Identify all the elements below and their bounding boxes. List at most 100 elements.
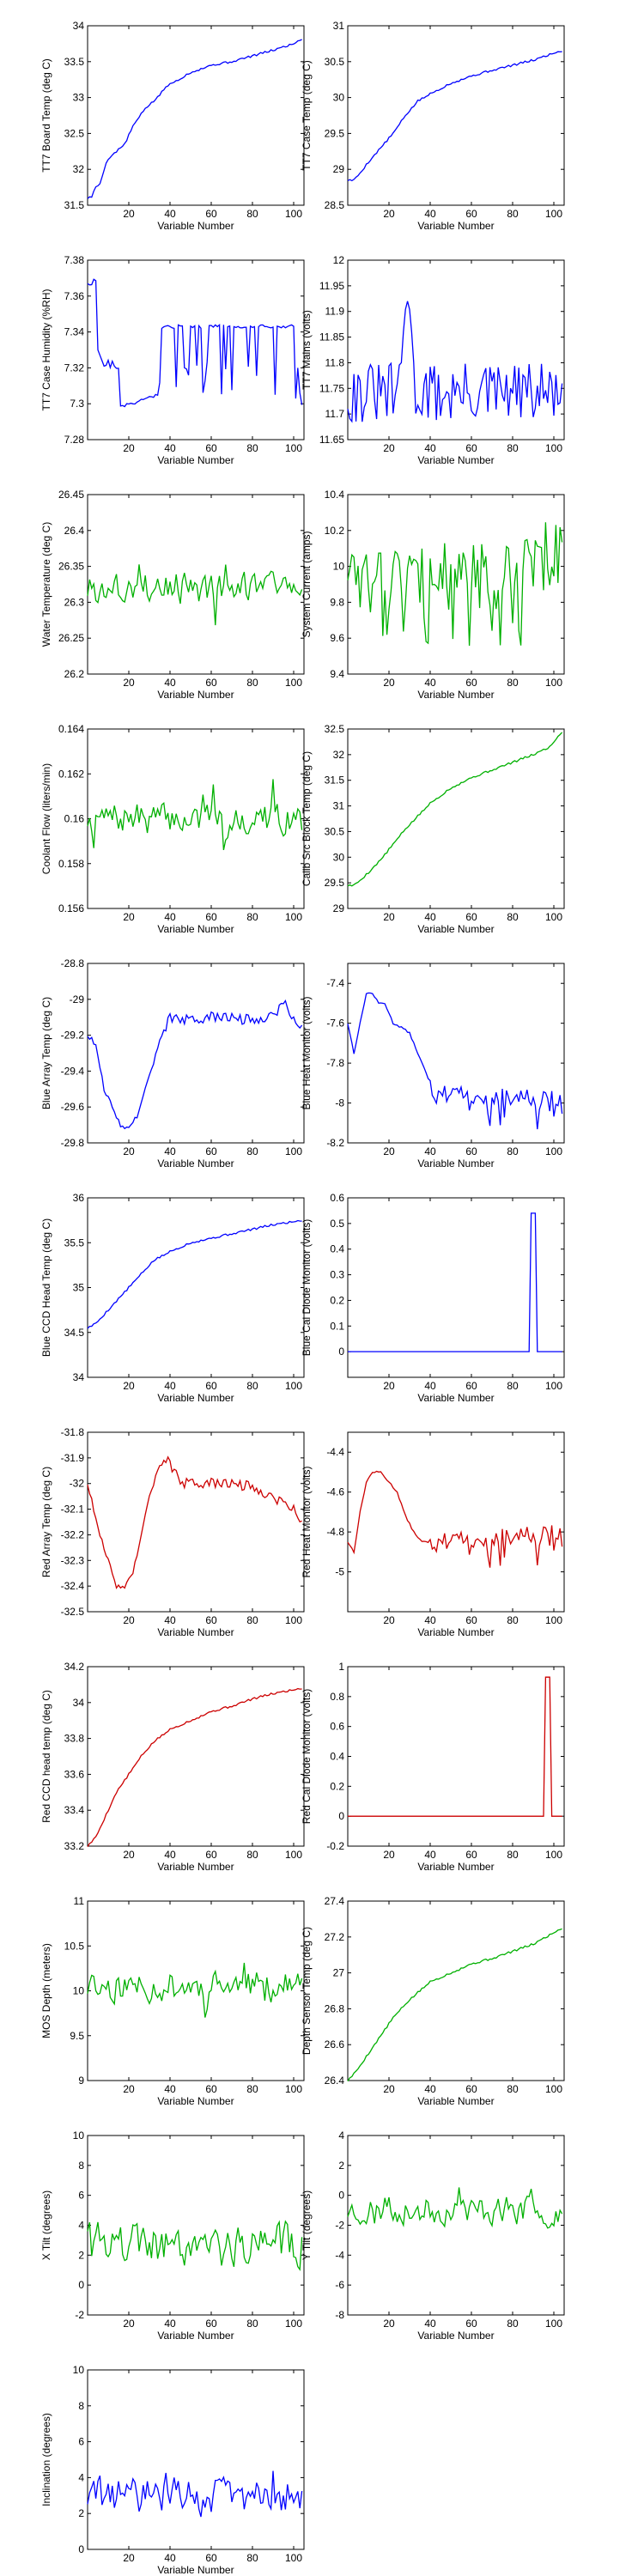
- x-tick-label: 20: [123, 2552, 135, 2564]
- y-tick-label: -8: [335, 1097, 344, 1109]
- x-tick-label: 40: [424, 208, 436, 220]
- x-tick-label: 80: [246, 208, 258, 220]
- y-axis-label: TT7 Board Temp (deg C): [40, 58, 52, 173]
- y-tick-label: 7.34: [64, 326, 85, 338]
- x-tick-label: 60: [465, 208, 477, 220]
- x-tick-label: 80: [246, 1380, 258, 1392]
- x-tick-label: 60: [465, 677, 477, 689]
- x-axis-label: Variable Number: [157, 2095, 234, 2107]
- y-tick-label: 0.4: [330, 1243, 344, 1255]
- x-tick-label: 80: [507, 442, 519, 454]
- chart-panel: 20 40 60 80 100 26.4 26.6 26.8 27 27.2 27.4 Variabl…: [301, 1895, 565, 2107]
- y-tick-label: 6: [78, 2190, 84, 2202]
- chart-panel: 20 40 60 80 100 0 0.1 0.2 0.3 0.4 0.5 0.6 Variable N…: [301, 1192, 565, 1404]
- y-tick-label: 0: [78, 2279, 84, 2291]
- x-tick-label: 100: [285, 442, 302, 454]
- x-tick-label: 40: [164, 2552, 176, 2564]
- x-tick-label: 100: [285, 2318, 302, 2330]
- y-tick-label: 0.4: [330, 1751, 344, 1763]
- y-tick-label: 0.162: [58, 768, 84, 780]
- y-tick-label: 0.3: [330, 1269, 344, 1281]
- x-tick-label: 80: [246, 677, 258, 689]
- x-axis-label: Variable Number: [417, 1861, 494, 1873]
- chart-panel: 20 40 60 80 100 28.5 29 29.5 30 30.5 31 Variable Nu…: [301, 20, 565, 232]
- x-tick-label: 20: [383, 1145, 395, 1157]
- x-tick-label: 40: [164, 1380, 176, 1392]
- y-axis-label: Coolant Flow (liters/min): [40, 763, 52, 874]
- x-tick-label: 60: [465, 1380, 477, 1392]
- x-tick-label: 40: [424, 2318, 436, 2330]
- x-tick-label: 40: [424, 1849, 436, 1861]
- y-tick-label: 0.1: [330, 1320, 344, 1332]
- x-tick-label: 40: [424, 442, 436, 454]
- chart-panel: 20 40 60 80 100 -8.2 -8 -7.8 -7.6 -7.4 Variable Nu…: [301, 963, 565, 1170]
- chart-panel: 20 40 60 80 100 0.156 0.158 0.16 0.162 0.164 Varia…: [40, 723, 305, 935]
- y-tick-label: 7.28: [64, 434, 85, 446]
- y-tick-label: 4: [78, 2471, 84, 2483]
- y-tick-label: -29: [70, 993, 85, 1005]
- y-tick-label: 12: [333, 254, 345, 266]
- y-tick-label: 33.4: [64, 1804, 85, 1816]
- plot-frame: [347, 963, 565, 1144]
- x-tick-label: 20: [123, 677, 135, 689]
- x-tick-label: 20: [383, 911, 395, 923]
- y-tick-label: 11.95: [319, 280, 344, 292]
- series-line: [347, 2187, 563, 2229]
- y-tick-label: 26.4: [64, 525, 85, 537]
- chart-panel: 20 40 60 80 100 33.2 33.4 33.6 33.8 34 34.2 Variabl…: [40, 1661, 305, 1873]
- y-axis-label: Blue Cal Diode Monitor (volts): [301, 1219, 313, 1356]
- y-tick-label: 11.7: [325, 408, 345, 420]
- y-tick-label: 11.9: [325, 306, 345, 318]
- x-axis-label: Variable Number: [417, 1392, 494, 1404]
- x-tick-label: 20: [123, 2318, 135, 2330]
- y-tick-label: 34.2: [64, 1661, 85, 1673]
- x-tick-label: 60: [205, 2552, 217, 2564]
- x-tick-label: 40: [164, 677, 176, 689]
- x-tick-label: 80: [246, 1145, 258, 1157]
- x-tick-label: 20: [123, 1614, 135, 1626]
- x-tick-label: 100: [545, 442, 562, 454]
- y-tick-label: 33.2: [64, 1840, 85, 1852]
- x-axis-label: Variable Number: [417, 2330, 494, 2342]
- plot-frame: [347, 1197, 565, 1378]
- plot-frame: [347, 1431, 565, 1613]
- x-axis-label: Variable Number: [157, 689, 234, 701]
- x-tick-label: 80: [507, 1145, 519, 1157]
- y-tick-label: 2: [78, 2507, 84, 2519]
- series-line: [347, 732, 563, 887]
- y-tick-label: 7.38: [64, 254, 85, 266]
- y-tick-label: -2: [335, 2220, 344, 2232]
- x-tick-label: 60: [465, 2318, 477, 2330]
- plot-frame: [87, 2135, 305, 2316]
- y-axis-label: TT7 Case Temp (deg C): [301, 60, 313, 171]
- y-tick-label: 26.35: [58, 561, 84, 573]
- y-tick-label: 31: [333, 20, 345, 32]
- x-tick-label: 40: [424, 677, 436, 689]
- y-tick-label: -28.8: [61, 957, 85, 969]
- y-tick-label: 27.4: [325, 1895, 345, 1907]
- chart-panel: 20 40 60 80 100 34 34.5 35 35.5 36 Variable Number…: [40, 1192, 305, 1404]
- chart-panel: 20 40 60 80 100 -0.2 0 0.2 0.4 0.6 0.8 1 Variable Nu…: [301, 1661, 565, 1873]
- y-axis-label: System Current (amps): [301, 531, 313, 637]
- x-tick-label: 20: [383, 2318, 395, 2330]
- chart-panel: 20 40 60 80 100 -32.5 -32.4 -32.3 -32.2 -32.1 -32 -…: [40, 1426, 305, 1638]
- chart-panel: 20 40 60 80 100 0 2 4 6 8 10 Variable Number Inclina…: [40, 2364, 305, 2576]
- y-tick-label: 31.5: [325, 775, 345, 787]
- y-tick-label: 0: [78, 2543, 84, 2555]
- y-tick-label: -29.6: [61, 1101, 85, 1113]
- y-axis-label: Red Array Temp (deg C): [40, 1467, 52, 1577]
- y-tick-label: 10: [73, 2364, 85, 2376]
- x-tick-label: 20: [383, 1380, 395, 1392]
- y-tick-label: 10.5: [64, 1940, 85, 1952]
- series-line: [87, 1219, 302, 1329]
- y-tick-label: 27.2: [325, 1931, 345, 1943]
- y-tick-label: 32: [73, 163, 85, 175]
- y-tick-label: -4.6: [326, 1486, 344, 1498]
- y-tick-label: -32.2: [61, 1528, 85, 1540]
- x-tick-label: 80: [507, 1380, 519, 1392]
- x-axis-label: Variable Number: [417, 454, 494, 466]
- series-line: [87, 1455, 302, 1589]
- x-tick-label: 40: [164, 1849, 176, 1861]
- y-tick-label: 4: [78, 2220, 84, 2232]
- x-tick-label: 100: [285, 2083, 302, 2095]
